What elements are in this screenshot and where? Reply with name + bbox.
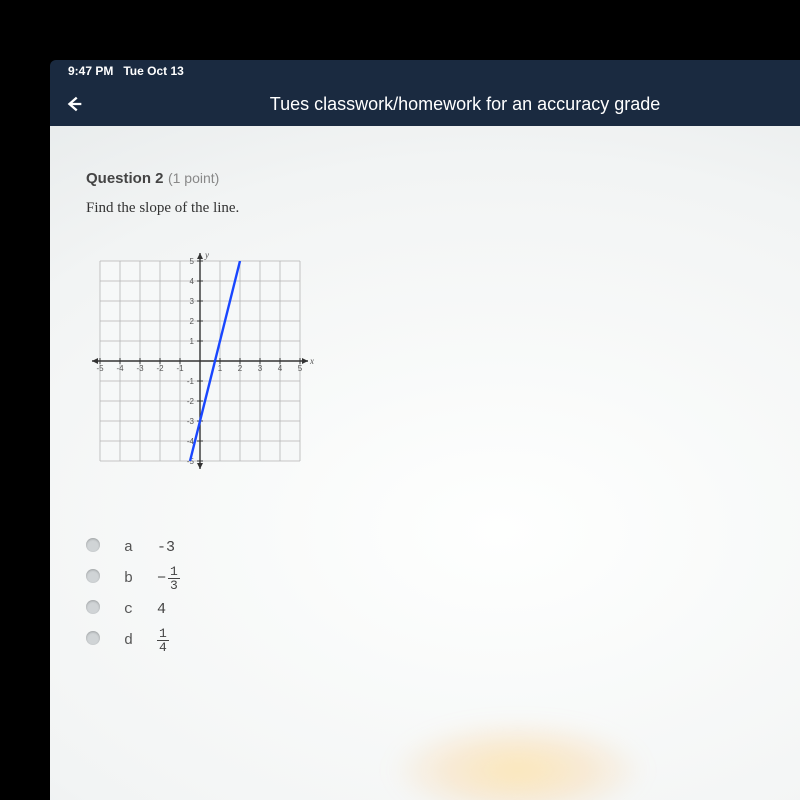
minus-sign: − [157,570,166,587]
radio-icon [86,600,100,614]
graph-svg: -5-4-3-2-112345-5-4-3-2-112345xy [86,247,314,475]
radio-icon [86,569,100,583]
svg-text:3: 3 [190,297,195,306]
svg-text:2: 2 [190,317,195,326]
option-c[interactable]: c 4 [86,600,204,619]
status-date: Tue Oct 13 [123,64,183,78]
status-bar: 9:47 PM Tue Oct 13 [50,60,800,82]
radio-icon [86,538,100,552]
svg-text:-3: -3 [187,417,195,426]
svg-text:-2: -2 [187,397,195,406]
tablet-frame: 9:47 PM Tue Oct 13 Tues classwork/homewo… [50,60,800,800]
fraction-numerator: 1 [157,627,169,641]
fraction-denominator: 4 [157,641,169,654]
question-points: (1 point) [168,170,219,186]
svg-text:-4: -4 [116,364,124,373]
svg-text:4: 4 [278,364,283,373]
svg-text:1: 1 [190,337,195,346]
option-value: 1 4 [157,627,204,654]
question-content: Question 2 (1 point) Find the slope of t… [50,126,800,800]
svg-text:4: 4 [190,277,195,286]
option-letter: b [124,565,157,592]
svg-text:-1: -1 [176,364,184,373]
svg-text:y: y [204,250,209,260]
option-letter: a [124,538,157,557]
svg-text:-5: -5 [96,364,104,373]
svg-text:3: 3 [258,364,263,373]
svg-text:-2: -2 [156,364,164,373]
screen-glare [388,720,648,800]
back-button[interactable] [54,84,94,124]
svg-text:5: 5 [190,257,195,266]
question-prompt: Find the slope of the line. [86,200,764,217]
svg-text:-3: -3 [136,364,144,373]
page-title: Tues classwork/homework for an accuracy … [134,94,796,115]
status-time: 9:47 PM [68,64,113,78]
option-value: 4 [157,600,204,619]
coordinate-graph: -5-4-3-2-112345-5-4-3-2-112345xy [86,247,764,480]
app-header: Tues classwork/homework for an accuracy … [50,82,800,126]
option-b[interactable]: b − 1 3 [86,565,204,592]
question-number: Question 2 [86,170,164,187]
question-header: Question 2 (1 point) [86,170,764,188]
option-value: -3 [157,538,204,557]
fraction-numerator: 1 [168,565,180,579]
arrow-left-icon [63,93,85,115]
option-letter: d [124,627,157,654]
fraction-denominator: 3 [168,579,180,592]
answer-options: a -3 b − 1 3 c [86,530,204,662]
radio-icon [86,631,100,645]
svg-text:1: 1 [218,364,223,373]
svg-text:-1: -1 [187,377,195,386]
option-value: − 1 3 [157,565,204,592]
option-letter: c [124,600,157,619]
option-d[interactable]: d 1 4 [86,627,204,654]
svg-text:x: x [309,356,314,366]
svg-text:5: 5 [298,364,303,373]
option-a[interactable]: a -3 [86,538,204,557]
svg-text:2: 2 [238,364,243,373]
